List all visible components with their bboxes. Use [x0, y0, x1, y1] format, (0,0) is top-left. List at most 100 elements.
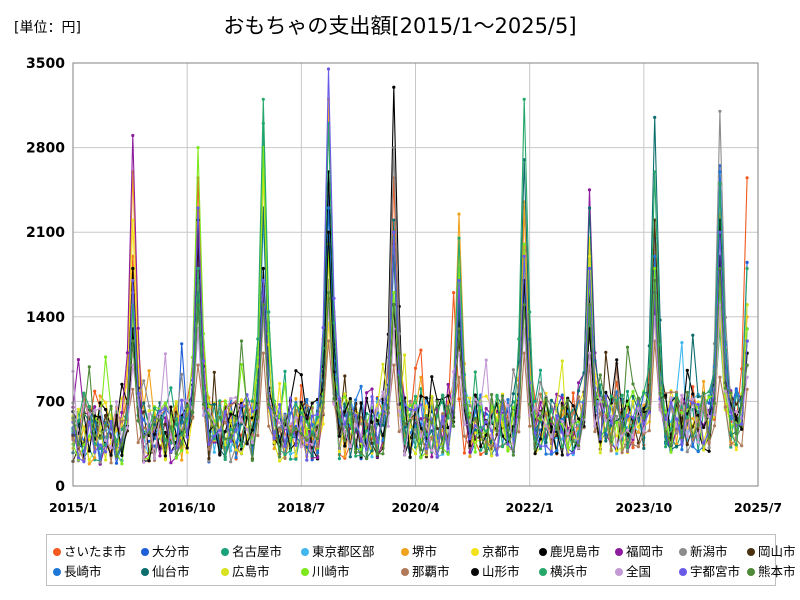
data-point [250, 458, 254, 462]
legend-label: 堺市 [412, 544, 438, 559]
data-point [522, 242, 526, 246]
data-point [674, 444, 679, 448]
data-point [212, 450, 216, 454]
data-point [256, 415, 260, 419]
data-point [696, 402, 700, 407]
legend-label: 東京都区部 [312, 544, 375, 559]
legend-label: 宇都宮市 [690, 564, 741, 579]
data-point [615, 401, 619, 405]
data-point [685, 450, 689, 454]
data-point [604, 404, 608, 408]
data-point [93, 442, 97, 446]
data-point [468, 450, 472, 454]
data-point [98, 394, 102, 398]
data-point [261, 278, 265, 283]
data-point [680, 448, 684, 452]
data-point [598, 440, 602, 444]
data-point [653, 266, 657, 271]
data-point [723, 405, 728, 409]
data-point [441, 450, 445, 454]
data-point [560, 419, 564, 424]
data-point [506, 398, 510, 402]
data-point [636, 430, 641, 434]
data-point [229, 427, 233, 431]
data-point [343, 444, 347, 448]
data-point [392, 146, 396, 150]
data-point [114, 413, 119, 417]
data-point [473, 424, 477, 428]
data-point [653, 278, 657, 283]
legend-label: 仙台市 [152, 564, 190, 579]
data-point [392, 230, 396, 234]
data-point [544, 440, 548, 444]
data-point [245, 427, 249, 431]
data-point [522, 351, 526, 355]
data-point [691, 401, 695, 405]
data-point [457, 212, 461, 216]
data-point [229, 460, 233, 464]
data-point [587, 188, 592, 192]
data-point [424, 414, 428, 418]
data-point [625, 446, 630, 450]
data-point [381, 452, 385, 456]
data-point [631, 390, 635, 394]
y-tick-label: 2100 [26, 225, 65, 241]
data-point [430, 394, 434, 398]
data-point [163, 407, 167, 411]
data-point [615, 443, 619, 447]
legend-marker [471, 567, 479, 576]
legend-label: 広島市 [232, 564, 270, 579]
data-point [566, 445, 570, 449]
data-point [674, 396, 679, 400]
data-point [337, 415, 341, 419]
data-point [490, 393, 494, 397]
data-point [229, 439, 233, 443]
data-point [305, 420, 309, 424]
data-point [615, 390, 619, 394]
data-point [131, 218, 135, 222]
data-point [120, 453, 124, 457]
data-point [544, 444, 548, 448]
data-point [625, 449, 630, 453]
y-tick-label: 3500 [26, 56, 65, 72]
data-point [571, 439, 575, 443]
data-point [316, 437, 320, 441]
data-point [506, 449, 510, 453]
data-point [397, 430, 401, 434]
data-point [310, 414, 314, 418]
data-point [419, 456, 423, 460]
data-point [201, 413, 206, 417]
y-tick-label: 700 [36, 394, 65, 410]
legend-item: さいたま市 [53, 541, 126, 560]
data-point [185, 446, 189, 450]
data-point [555, 403, 559, 407]
data-point [571, 391, 575, 395]
data-point [152, 457, 157, 461]
data-point [566, 398, 570, 402]
data-point [664, 429, 668, 433]
data-point [495, 393, 499, 397]
data-point [158, 434, 162, 438]
data-point [180, 372, 184, 376]
data-point [305, 403, 309, 408]
data-point [267, 402, 271, 406]
data-point [343, 374, 347, 378]
data-point [316, 421, 320, 425]
data-point [598, 451, 602, 455]
x-axis-ticks: 2015/1 2016/10 2018/7 2020/4 2022/1 2023/10 20… [49, 500, 782, 515]
data-point [587, 351, 592, 355]
legend-item: 鹿児島市 [539, 541, 600, 560]
data-point [93, 389, 97, 393]
data-point [305, 398, 309, 402]
data-point [430, 448, 434, 452]
legend-item: 山形市 [471, 561, 520, 580]
data-point [538, 392, 543, 396]
data-point [370, 449, 374, 453]
data-point [468, 444, 472, 448]
data-point [745, 339, 749, 343]
data-point [745, 363, 749, 367]
data-point [114, 461, 119, 465]
data-point [87, 420, 91, 424]
data-point [87, 438, 91, 442]
data-point [718, 170, 722, 174]
